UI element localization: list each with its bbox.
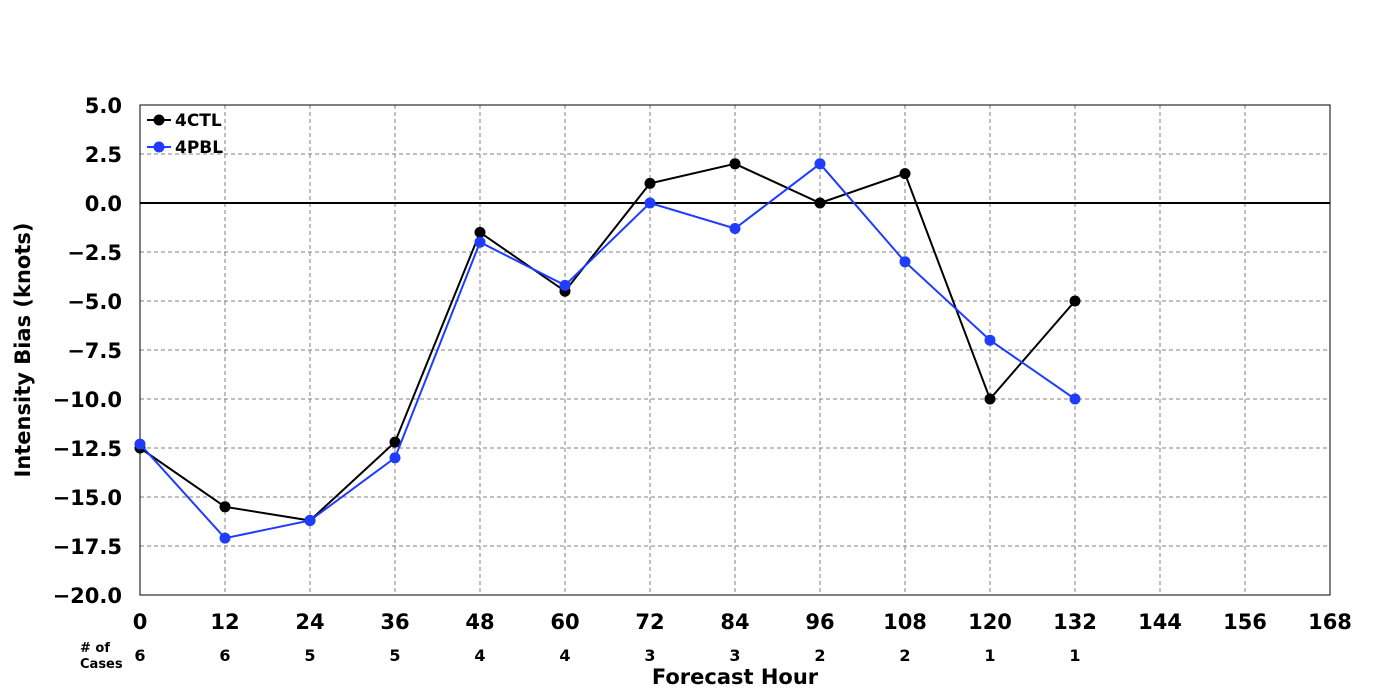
x-tick-label: 168: [1308, 610, 1352, 634]
legend-label: 4CTL: [175, 111, 222, 131]
data-point: [1069, 295, 1081, 307]
data-point: [389, 436, 401, 448]
x-tick-label: 36: [380, 610, 409, 634]
data-point: [984, 393, 996, 405]
y-tick-label: −2.5: [67, 241, 122, 265]
case-count: 5: [304, 646, 315, 665]
legend-marker: [153, 114, 165, 126]
x-axis-title: Forecast Hour: [652, 665, 819, 689]
y-tick-label: −5.0: [67, 290, 122, 314]
legend-marker: [153, 141, 165, 153]
y-tick-labels: 5.0 2.5 0.0 −2.5 −5.0 −7.5 −10.0 −12.5 −15.0 −17.…: [53, 94, 122, 608]
data-point: [814, 197, 826, 209]
case-count: 1: [1069, 646, 1080, 665]
x-tick-label: 72: [635, 610, 664, 634]
data-point: [899, 256, 911, 268]
data-point: [474, 236, 486, 248]
x-tick-label: 144: [1138, 610, 1182, 634]
series-line: [139, 162, 1076, 522]
data-point: [304, 515, 316, 527]
case-count: 5: [389, 646, 400, 665]
y-tick-label: −10.0: [53, 388, 122, 412]
grid: [140, 105, 1330, 595]
data-point: [219, 532, 231, 544]
x-tick-label: 132: [1053, 610, 1097, 634]
data-point: [729, 158, 741, 170]
legend-item: 4PBL: [147, 138, 223, 158]
x-tick-label: 12: [210, 610, 239, 634]
case-count: 6: [134, 646, 145, 665]
case-count: 1: [984, 646, 995, 665]
y-tick-label: −20.0: [53, 584, 122, 608]
plot-frame: [139, 104, 1331, 596]
case-count: 4: [474, 646, 485, 665]
series-line: [139, 162, 1076, 540]
data-point: [134, 438, 146, 450]
y-tick-label: −7.5: [67, 339, 122, 363]
legend-item: 4CTL: [147, 111, 222, 131]
y-tick-label: −15.0: [53, 486, 122, 510]
case-count-labels: 6 6 5 5 4 4 3 3 2 2 1 1: [134, 646, 1080, 665]
data-point: [559, 279, 571, 291]
series-group: [134, 158, 1081, 544]
x-tick-label: 108: [883, 610, 927, 634]
series-4ctl: [134, 158, 1081, 527]
data-point: [644, 197, 656, 209]
case-count: 6: [219, 646, 230, 665]
x-tick-label: 120: [968, 610, 1012, 634]
cases-label-line1: # of: [80, 641, 110, 656]
cases-label-line2: Cases: [80, 657, 123, 672]
x-tick-label: 96: [805, 610, 834, 634]
y-tick-label: 0.0: [85, 192, 122, 216]
x-tick-labels: 0 12 24 36 48 60 72 84 96 108 120 132 144 156 168: [133, 610, 1352, 634]
y-tick-label: −17.5: [53, 535, 122, 559]
x-tick-label: 156: [1223, 610, 1267, 634]
case-count: 3: [729, 646, 740, 665]
x-tick-label: 24: [295, 610, 324, 634]
case-count: 2: [814, 646, 825, 665]
y-tick-label: −12.5: [53, 437, 122, 461]
y-axis-title: Intensity Bias (knots): [11, 223, 35, 478]
data-point: [474, 226, 486, 238]
legend-label: 4PBL: [175, 138, 223, 158]
data-point: [389, 452, 401, 464]
x-tick-label: 48: [465, 610, 494, 634]
case-count: 3: [644, 646, 655, 665]
y-tick-label: 5.0: [85, 94, 122, 118]
y-tick-label: 2.5: [85, 143, 122, 167]
x-tick-label: 84: [720, 610, 749, 634]
data-point: [729, 222, 741, 234]
data-point: [219, 501, 231, 513]
series-4pbl: [134, 158, 1081, 544]
case-count: 2: [899, 646, 910, 665]
data-point: [644, 177, 656, 189]
data-point: [814, 158, 826, 170]
data-point: [984, 334, 996, 346]
data-point: [899, 168, 911, 180]
case-count: 4: [559, 646, 570, 665]
data-point: [1069, 393, 1081, 405]
x-tick-label: 0: [133, 610, 148, 634]
x-tick-label: 60: [550, 610, 579, 634]
legend: 4CTL 4PBL: [147, 111, 223, 158]
